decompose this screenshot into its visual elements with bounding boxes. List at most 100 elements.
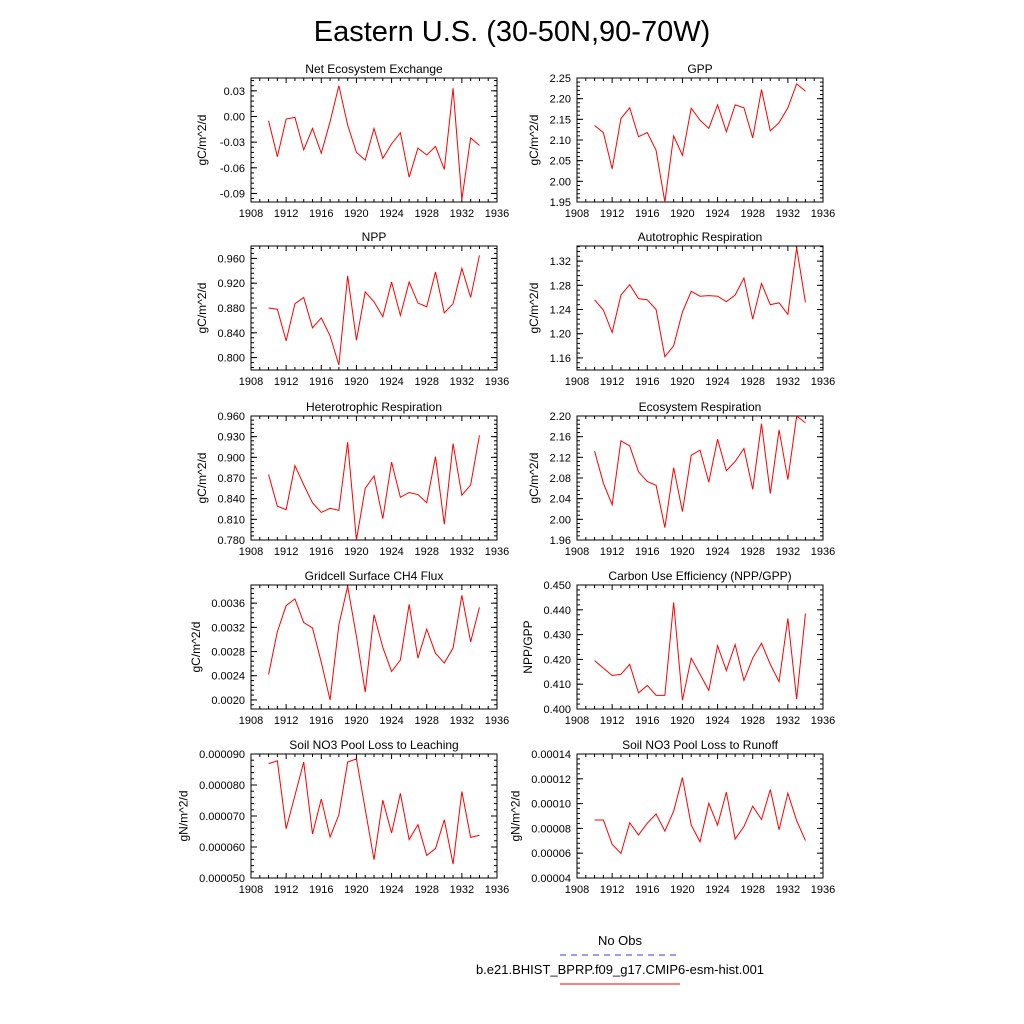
x-tick-label: 1932 [450,208,474,220]
y-tick-label: 0.00004 [531,873,571,885]
y-tick-label: 0.900 [217,452,245,464]
x-tick-label: 1920 [670,546,694,558]
x-tick-label: 1924 [379,208,403,220]
y-tick-label: 0.400 [543,704,571,716]
x-tick-label: 1912 [600,546,624,558]
x-tick-label: 1924 [379,376,403,388]
x-tick-label: 1936 [811,546,835,558]
y-tick-label: 0.960 [217,253,245,265]
y-axis-label: gC/m^2/d [189,622,203,673]
y-tick-label: 1.28 [550,280,571,292]
panel-net-ecosystem-exchange: Net Ecosystem Exchange 1908 1912 1916 1920 19… [195,62,509,220]
y-tick-label: 2.08 [550,473,571,485]
y-tick-label: 0.03 [224,86,245,98]
x-tick-label: 1916 [635,884,659,896]
y-tick-label: 2.12 [550,452,571,464]
x-tick-label: 1916 [309,208,333,220]
x-tick-label: 1912 [274,715,298,727]
x-tick-label: 1912 [600,715,624,727]
plot-frame [576,584,824,710]
y-tick-label: 0.930 [217,432,245,444]
y-tick-label: 2.20 [550,411,571,423]
series-line-net-ecosystem-exchange-0 [268,85,480,200]
x-tick-label: 1932 [776,715,800,727]
x-tick-label: 1908 [565,208,589,220]
x-tick-label: 1912 [274,884,298,896]
x-tick-label: 1928 [414,884,438,896]
series-line-heterotrophic-respiration-0 [268,435,480,541]
x-tick-label: 1916 [635,546,659,558]
y-tick-label: 0.920 [217,278,245,290]
y-axis-label: gC/m^2/d [527,115,541,166]
panel-gpp: GPP 1908 1912 1916 1920 1924 1928 1932 1936 1.95 2… [527,62,835,220]
x-tick-label: 1928 [740,208,764,220]
x-tick-label: 1916 [309,376,333,388]
panel-soil-no3-pool-loss-to-runoff: Soil NO3 Pool Loss to Runoff 1908 1912 1916… [509,738,836,896]
y-tick-label: 0.00014 [531,749,571,761]
x-tick-label: 1912 [600,884,624,896]
x-tick-label: 1932 [776,884,800,896]
y-tick-label: 0.00010 [531,799,571,811]
y-tick-label: 0.0020 [211,695,245,707]
x-tick-label: 1932 [450,715,474,727]
y-tick-label: 0.00 [224,111,245,123]
y-tick-label: 2.25 [550,73,571,85]
y-tick-label: 0.420 [543,654,571,666]
x-tick-label: 1924 [379,546,403,558]
panel-title: GPP [687,62,712,76]
x-tick-label: 1912 [274,376,298,388]
x-tick-label: 1936 [811,884,835,896]
series-line-soil-no3-pool-loss-to-runoff-0 [594,777,806,855]
y-tick-label: -0.03 [220,137,245,149]
x-tick-label: 1916 [309,884,333,896]
x-tick-label: 1924 [705,546,729,558]
x-tick-label: 1928 [740,546,764,558]
x-tick-label: 1928 [740,884,764,896]
x-tick-label: 1908 [239,884,263,896]
y-tick-label: 1.16 [550,353,571,365]
y-tick-label: 2.04 [550,494,571,506]
plot-frame [576,245,824,371]
plot-frame [250,245,498,371]
panel-title: Ecosystem Respiration [639,400,762,414]
y-tick-label: 1.96 [550,535,571,547]
x-tick-label: 1920 [344,376,368,388]
x-tick-label: 1912 [600,208,624,220]
y-tick-label: 2.20 [550,94,571,106]
x-tick-label: 1928 [740,376,764,388]
x-tick-label: 1920 [670,884,694,896]
y-axis-label: NPP/GPP [521,620,535,673]
panel-title: Autotrophic Respiration [638,230,763,244]
x-tick-label: 1920 [670,376,694,388]
y-tick-label: 0.410 [543,679,571,691]
x-tick-label: 1928 [740,715,764,727]
series-line-carbon-use-efficiency-npp-gpp-0 [594,602,806,701]
x-tick-label: 1932 [776,546,800,558]
x-tick-label: 1928 [414,715,438,727]
y-tick-label: 0.00012 [531,774,571,786]
y-tick-label: -0.09 [220,188,245,200]
panel-title: Gridcell Surface CH4 Flux [305,569,444,583]
y-axis-label: gN/m^2/d [509,791,523,842]
series-line-npp-0 [268,255,480,366]
x-tick-label: 1932 [450,376,474,388]
panel-soil-no3-pool-loss-to-leaching: Soil NO3 Pool Loss to Leaching 1908 1912 19… [176,738,509,896]
x-tick-label: 1936 [811,208,835,220]
panel-title: Soil NO3 Pool Loss to Runoff [622,738,779,752]
x-tick-label: 1908 [565,546,589,558]
y-tick-label: 0.430 [543,630,571,642]
plot-frame [576,415,824,541]
x-tick-label: 1936 [811,715,835,727]
y-tick-label: 0.450 [543,580,571,592]
x-tick-label: 1908 [239,715,263,727]
y-tick-label: 1.20 [550,329,571,341]
figure-title: Eastern U.S. (30-50N,90-70W) [314,16,710,48]
panel-heterotrophic-respiration: Heterotrophic Respiration 1908 1912 1916 192… [195,400,509,558]
y-tick-label: 2.00 [550,176,571,188]
y-axis-label: gC/m^2/d [195,283,209,334]
panel-title: Carbon Use Efficiency (NPP/GPP) [608,569,791,583]
x-tick-label: 1936 [485,884,509,896]
y-tick-label: 0.000080 [199,780,245,792]
y-tick-label: 2.10 [550,135,571,147]
y-tick-label: 0.870 [217,473,245,485]
